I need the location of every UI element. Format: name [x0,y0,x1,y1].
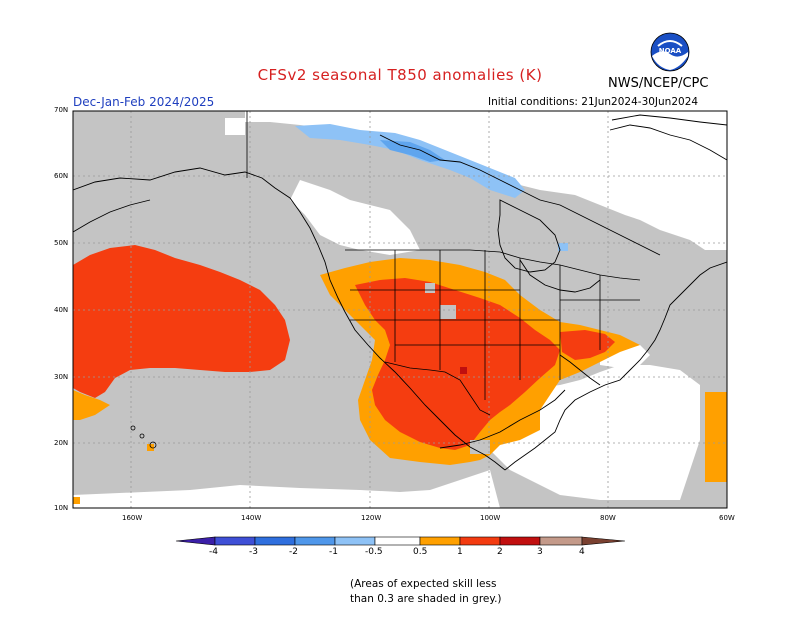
colorbar-label: 1 [457,547,463,557]
lat-label: 30N [54,373,69,381]
skill-note: (Areas of expected skill less than 0.3 a… [350,577,502,607]
anomaly-orange-spot-tail [73,497,80,504]
hawaii-islands [130,425,157,449]
white-region-hudson [290,180,420,255]
negative-anomaly-blue [380,140,445,162]
colorbar-label: -4 [209,547,218,557]
colorbar-swatch-p3 [539,536,583,546]
colorbar-swatch-m2 [294,536,336,546]
colorbar-label: -0.5 [365,547,383,557]
chart-title: CFSv2 seasonal T850 anomalies (K) [257,66,543,84]
colorbar-swatch-m1 [334,536,376,546]
political-boundaries [246,111,641,416]
lat-label: 10N [54,504,69,512]
colorbar-label: 3 [537,547,543,557]
skill-note-line: than 0.3 are shaded in grey.) [350,593,502,605]
colorbar [175,536,626,546]
low-skill-hole-4 [470,440,490,454]
white-region-north [245,111,727,250]
lat-label: 40N [54,306,69,314]
lon-label: 60W [719,514,735,522]
noaa-logo-text: NOAA [659,47,682,55]
colorbar-label: -3 [249,547,258,557]
lon-label: 80W [600,514,616,522]
lat-label: 20N [54,439,69,447]
colorbar-swatch-neutral [374,536,421,546]
initial-conditions-label: Initial conditions: 21Jun2024-30Jun2024 [488,96,699,108]
lon-label: 140W [241,514,262,522]
map-frame [72,110,728,509]
colorbar-label: -1 [329,547,338,557]
colorbar-label: 0.5 [413,547,428,557]
negative-anomaly-light-blue [295,124,525,198]
white-region-pacific-south [73,470,500,508]
agency-label: NWS/NCEP/CPC [608,76,709,91]
lat-label: 60N [54,172,69,180]
coastlines [73,114,727,471]
anomaly-orange-spot-atlantic [705,392,727,482]
colorbar-label: 2 [497,547,503,557]
white-region-ak-small [225,118,245,135]
lon-label: 120W [361,514,382,522]
low-skill-hole-3 [553,295,573,313]
colorbar-swatch-p05 [419,536,461,546]
skill-note-line: (Areas of expected skill less [350,578,497,590]
colorbar-swatch-p2 [499,536,541,546]
colorbar-swatch-min [175,536,216,546]
colorbar-swatch-p1 [459,536,501,546]
colorbar-swatch-m3 [254,536,296,546]
colorbar-label: 4 [579,547,585,557]
anomaly-orange-pacific [73,390,110,420]
negative-anomaly-small [558,243,568,251]
colorbar-swatch-max [581,536,626,546]
season-label: Dec-Jan-Feb 2024/2025 [73,95,215,109]
anomaly-red-us [355,278,560,450]
anomaly-orange-spot-hawaii [147,444,154,451]
colorbar-label: -2 [289,547,298,557]
low-skill-hole-2 [425,283,435,293]
anomaly-darkred-spot [460,367,467,374]
lat-label: 70N [54,106,69,114]
low-skill-hole-1 [440,305,456,319]
lat-label: 50N [54,239,69,247]
noaa-logo-icon: NOAA [650,32,690,72]
anomaly-red-southeast [560,330,615,360]
anomaly-red-pacific [73,245,290,398]
colorbar-swatch-m4 [214,536,256,546]
lon-label: 160W [122,514,143,522]
lon-label: 100W [480,514,501,522]
